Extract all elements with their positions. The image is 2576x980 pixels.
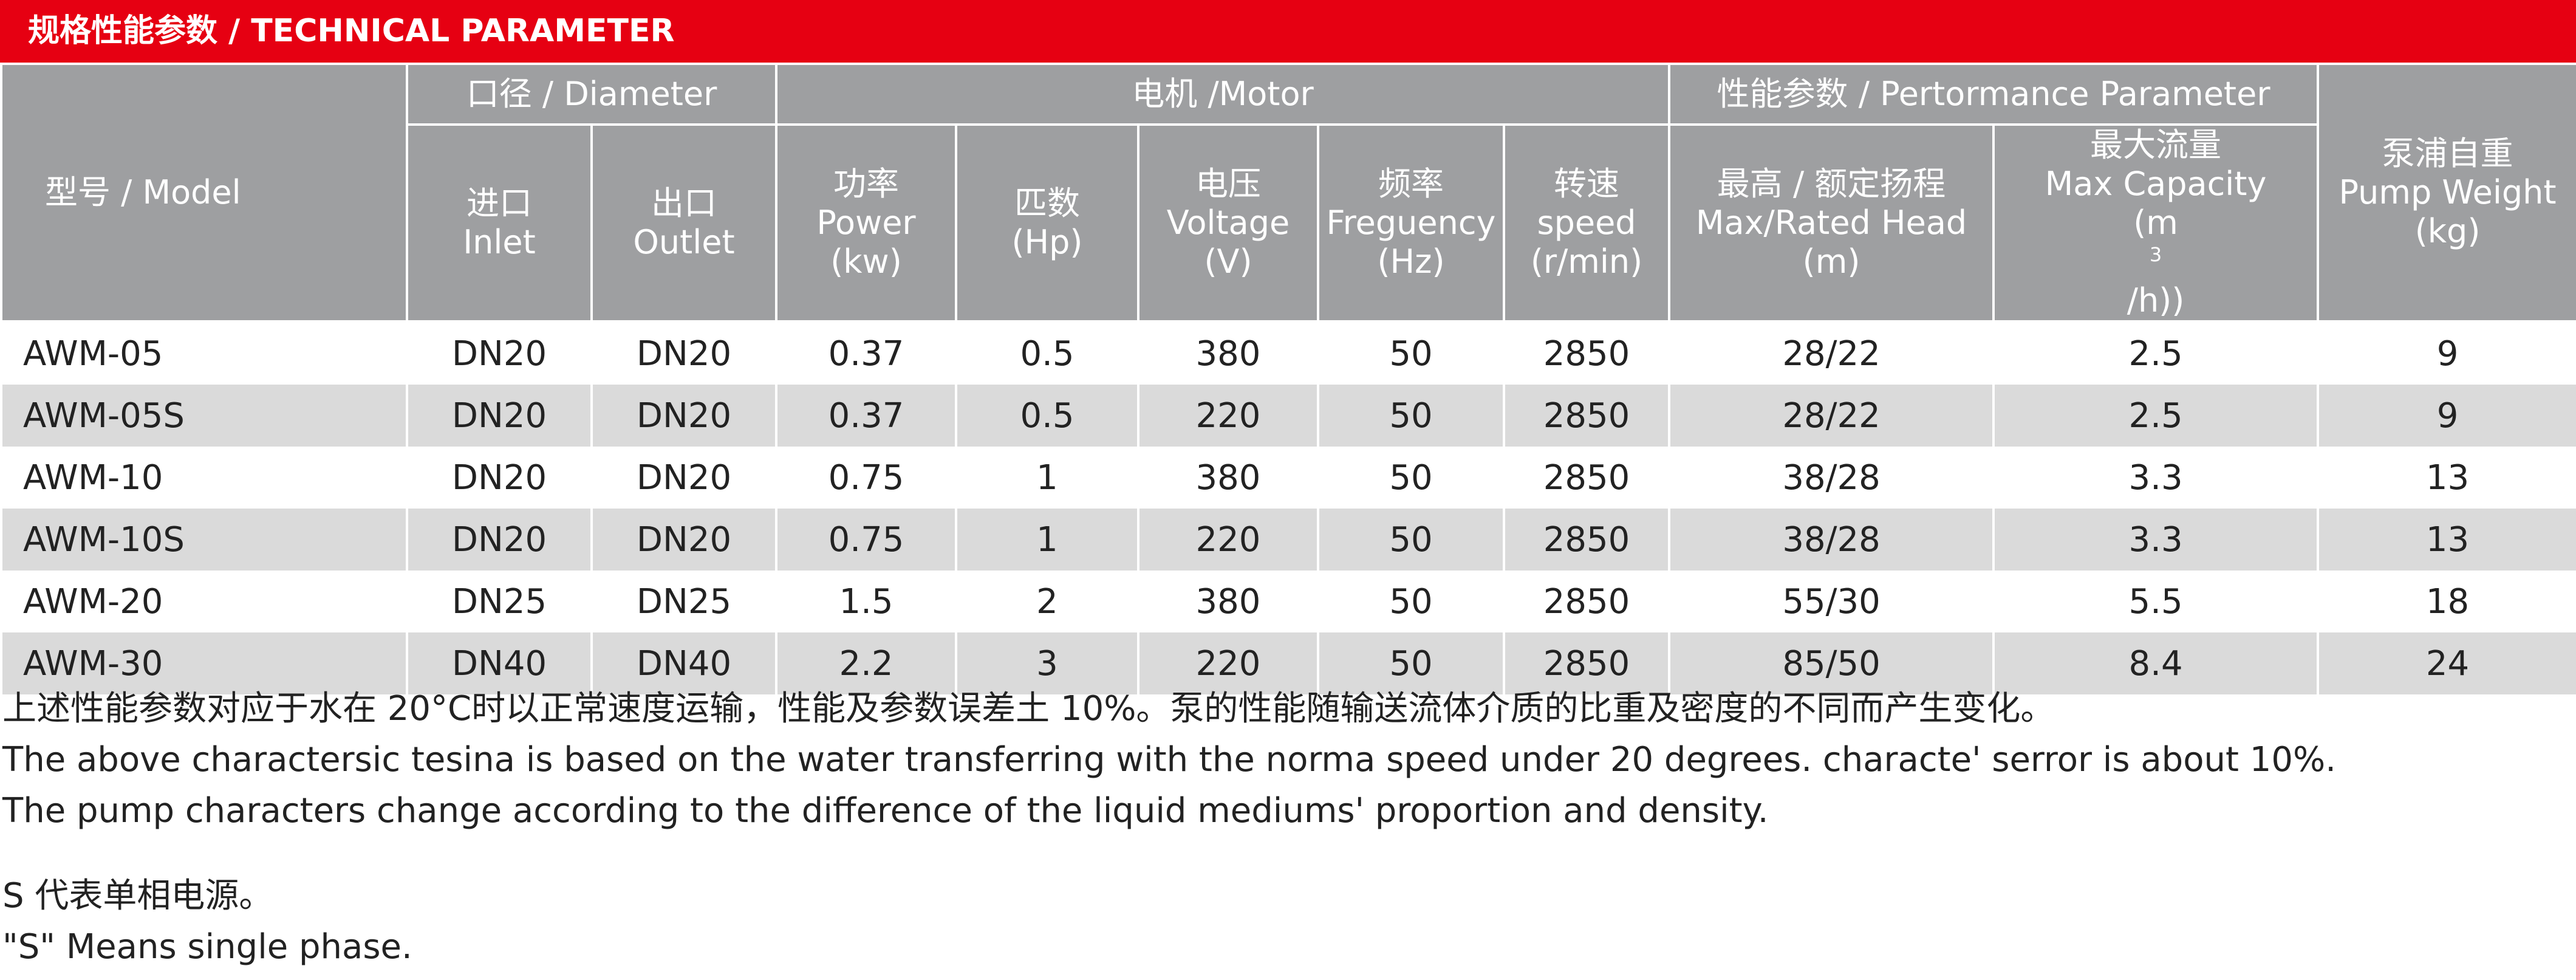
table-row: AWM-10S DN20 DN20 0.75 1 220 50 2850 38/…: [0, 509, 2576, 571]
header-motor: 电机 /Motor: [774, 63, 1671, 126]
cell-frequency: 50: [1317, 632, 1505, 694]
cell-power: 0.37: [775, 321, 957, 385]
cell-frequency: 50: [1317, 571, 1505, 632]
footnotes: 上述性能参数对应于水在 20°C时以正常速度运输，性能及参数误差土 10%。泵的…: [2, 684, 2554, 973]
header-inlet: 进口 Inlet: [406, 123, 593, 323]
cell-hp: 1: [955, 447, 1139, 509]
cell-inlet: DN20: [406, 385, 593, 447]
cell-hp: 0.5: [955, 385, 1139, 447]
cell-outlet: DN20: [590, 447, 777, 509]
cell-voltage: 220: [1137, 509, 1319, 571]
cell-capacity: 5.5: [1992, 571, 2320, 632]
cell-model: AWM-20: [0, 571, 408, 632]
cell-capacity: 2.5: [1992, 321, 2320, 385]
cell-voltage: 380: [1137, 447, 1319, 509]
note-cn: 上述性能参数对应于水在 20°C时以正常速度运输，性能及参数误差土 10%。泵的…: [2, 689, 2055, 728]
header-hp: 匹数 (Hp): [955, 123, 1139, 323]
cell-speed: 2850: [1502, 509, 1671, 571]
cell-head: 85/50: [1668, 632, 1995, 694]
section-title-banner: 规格性能参数 / TECHNICAL PARAMETER: [0, 0, 2576, 63]
cell-power: 0.37: [775, 385, 957, 447]
cell-capacity: 3.3: [1992, 509, 2320, 571]
table-row: AWM-10 DN20 DN20 0.75 1 380 50 2850 38/2…: [0, 447, 2576, 509]
cell-speed: 2850: [1502, 385, 1671, 447]
cell-head: 55/30: [1668, 571, 1995, 632]
note-single-phase-en: "S" Means single phase.: [2, 927, 412, 967]
cell-voltage: 220: [1137, 632, 1319, 694]
note-en-2: The pump characters change according to …: [2, 791, 1769, 831]
cell-inlet: DN40: [406, 632, 593, 694]
cell-outlet: DN25: [590, 571, 777, 632]
header-performance: 性能参数 / Pertormance Parameter: [1668, 63, 2320, 126]
cell-speed: 2850: [1502, 321, 1671, 385]
cell-frequency: 50: [1317, 447, 1505, 509]
cell-speed: 2850: [1502, 447, 1671, 509]
header-pump-weight: 泵浦自重 Pump Weight (kg): [2317, 63, 2576, 323]
cell-weight: 13: [2317, 509, 2576, 571]
cell-power: 0.75: [775, 447, 957, 509]
cell-model: AWM-10S: [0, 509, 408, 571]
cell-inlet: DN25: [406, 571, 593, 632]
cell-model: AWM-05S: [0, 385, 408, 447]
header-capacity: 最大流量 Max Capacity (m 3/h)): [1992, 123, 2320, 323]
note-en-1: The above charactersic tesina is based o…: [2, 740, 2336, 780]
cell-inlet: DN20: [406, 447, 593, 509]
cell-capacity: 8.4: [1992, 632, 2320, 694]
cell-head: 28/22: [1668, 385, 1995, 447]
table-row: AWM-20 DN25 DN25 1.5 2 380 50 2850 55/30…: [0, 571, 2576, 632]
cell-head: 28/22: [1668, 321, 1995, 385]
technical-parameter-table: 型号 / Model 口径 / Diameter 电机 /Motor 性能参数 …: [0, 63, 2576, 694]
cell-voltage: 380: [1137, 321, 1319, 385]
cell-weight: 9: [2317, 321, 2576, 385]
cell-model: AWM-05: [0, 321, 408, 385]
note-spacer: [2, 837, 2554, 871]
cell-frequency: 50: [1317, 509, 1505, 571]
cell-model: AWM-30: [0, 632, 408, 694]
cell-frequency: 50: [1317, 385, 1505, 447]
cell-hp: 3: [955, 632, 1139, 694]
header-voltage: 电压 Voltage (V): [1137, 123, 1319, 323]
header-power: 功率 Power (kw): [775, 123, 957, 323]
cell-hp: 1: [955, 509, 1139, 571]
cell-outlet: DN20: [590, 321, 777, 385]
cell-model: AWM-10: [0, 447, 408, 509]
header-outlet: 出口 Outlet: [590, 123, 777, 323]
header-diameter: 口径 / Diameter: [406, 63, 777, 126]
cell-capacity: 3.3: [1992, 447, 2320, 509]
cell-capacity: 2.5: [1992, 385, 2320, 447]
header-speed: 转速 speed (r/min): [1502, 123, 1671, 323]
cell-head: 38/28: [1668, 447, 1995, 509]
cell-outlet: DN40: [590, 632, 777, 694]
cell-voltage: 380: [1137, 571, 1319, 632]
cell-power: 0.75: [775, 509, 957, 571]
table-row: AWM-05S DN20 DN20 0.37 0.5 220 50 2850 2…: [0, 385, 2576, 447]
note-single-phase-cn: S 代表单相电源。: [2, 876, 273, 916]
cell-weight: 13: [2317, 447, 2576, 509]
header-model: 型号 / Model: [0, 63, 408, 323]
cell-speed: 2850: [1502, 632, 1671, 694]
cell-head: 38/28: [1668, 509, 1995, 571]
cell-hp: 0.5: [955, 321, 1139, 385]
cell-weight: 18: [2317, 571, 2576, 632]
table-row: AWM-30 DN40 DN40 2.2 3 220 50 2850 85/50…: [0, 632, 2576, 694]
cell-speed: 2850: [1502, 571, 1671, 632]
header-head: 最高 / 额定扬程 Max/Rated Head (m): [1668, 123, 1995, 323]
cell-inlet: DN20: [406, 509, 593, 571]
header-frequency: 频率 Freguency (Hz): [1317, 123, 1505, 323]
cell-outlet: DN20: [590, 509, 777, 571]
cell-voltage: 220: [1137, 385, 1319, 447]
cell-outlet: DN20: [590, 385, 777, 447]
cell-frequency: 50: [1317, 321, 1505, 385]
cell-weight: 9: [2317, 385, 2576, 447]
cell-inlet: DN20: [406, 321, 593, 385]
cell-weight: 24: [2317, 632, 2576, 694]
table-row: AWM-05 DN20 DN20 0.37 0.5 380 50 2850 28…: [0, 321, 2576, 385]
cell-hp: 2: [955, 571, 1139, 632]
cell-power: 1.5: [775, 571, 957, 632]
cell-power: 2.2: [775, 632, 957, 694]
